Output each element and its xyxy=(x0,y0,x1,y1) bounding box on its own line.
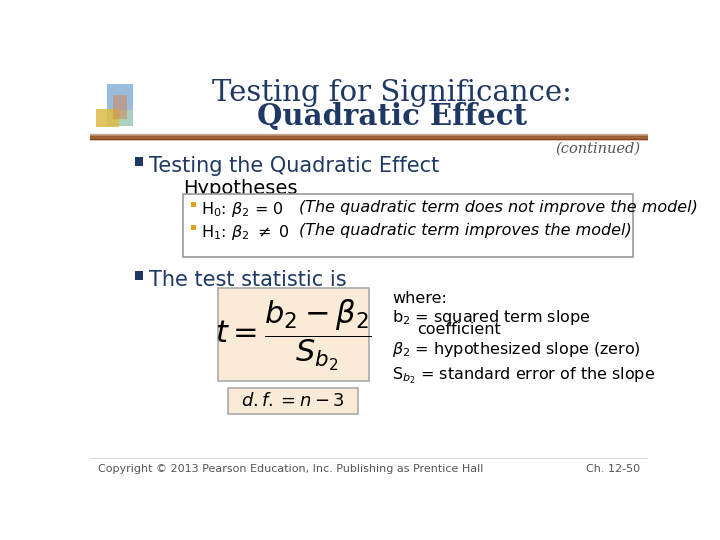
Bar xyxy=(191,225,196,231)
Text: $\beta_2$ = hypothesized slope (zero): $\beta_2$ = hypothesized slope (zero) xyxy=(392,340,641,360)
Text: (continued): (continued) xyxy=(555,142,640,156)
Text: Testing the Quadratic Effect: Testing the Quadratic Effect xyxy=(149,156,439,176)
Bar xyxy=(113,95,127,119)
Bar xyxy=(218,288,369,381)
Bar xyxy=(107,110,133,126)
Bar xyxy=(191,202,196,207)
Text: Copyright © 2013 Pearson Education, Inc. Publishing as Prentice Hall: Copyright © 2013 Pearson Education, Inc.… xyxy=(98,464,483,474)
Bar xyxy=(135,271,143,280)
Text: Ch. 12-50: Ch. 12-50 xyxy=(586,464,640,474)
Text: coefficient: coefficient xyxy=(417,322,501,337)
Bar xyxy=(135,157,143,166)
Bar xyxy=(107,84,133,110)
Text: H$_0$: $\beta_2$ = 0: H$_0$: $\beta_2$ = 0 xyxy=(201,200,284,219)
Text: b$_2$ = squared term slope: b$_2$ = squared term slope xyxy=(392,308,591,327)
Bar xyxy=(96,109,120,127)
Text: $d.f. = n - 3$: $d.f. = n - 3$ xyxy=(241,392,345,410)
Text: (The quadratic term does not improve the model): (The quadratic term does not improve the… xyxy=(300,200,698,214)
Text: Hypotheses: Hypotheses xyxy=(183,179,297,198)
Text: S$_{b_2}$ = standard error of the slope: S$_{b_2}$ = standard error of the slope xyxy=(392,365,655,386)
Text: Testing for Significance:: Testing for Significance: xyxy=(212,79,572,107)
Text: Quadratic Effect: Quadratic Effect xyxy=(257,102,527,131)
Bar xyxy=(183,194,632,257)
Text: where:: where: xyxy=(392,291,447,306)
Text: The test statistic is: The test statistic is xyxy=(149,269,346,289)
Bar xyxy=(228,388,358,414)
Text: (The quadratic term improves the model): (The quadratic term improves the model) xyxy=(300,222,632,238)
Text: $t = \dfrac{b_2 - \beta_2}{S_{b_2}}$: $t = \dfrac{b_2 - \beta_2}{S_{b_2}}$ xyxy=(215,298,372,374)
Text: H$_1$: $\beta_2$ $\neq$ 0: H$_1$: $\beta_2$ $\neq$ 0 xyxy=(201,222,289,241)
